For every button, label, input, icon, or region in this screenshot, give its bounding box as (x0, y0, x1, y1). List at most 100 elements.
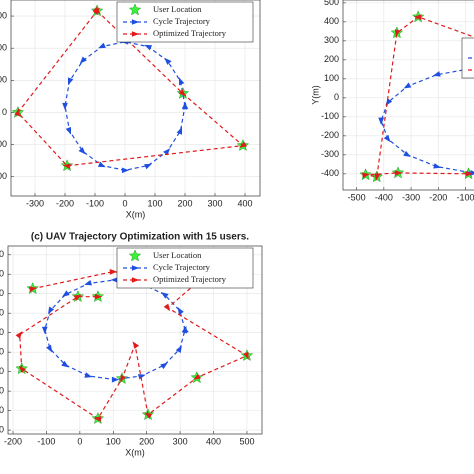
x-tick-label: 300 (173, 436, 188, 446)
x-tick-label: -500 (348, 192, 366, 202)
trajectory-marker (394, 170, 403, 176)
trajectory-marker (176, 126, 182, 135)
y-tick-label: 500 (324, 0, 339, 7)
trajectory-marker (68, 77, 74, 86)
plot-frame (7, 245, 263, 435)
y-tick-label: -200 (0, 171, 7, 181)
x-tick-label: 200 (139, 436, 154, 446)
trajectory-marker (65, 126, 71, 135)
y-tick-label: -400 (321, 168, 339, 178)
y-tick-label: -200 (0, 366, 4, 376)
x-tick-label: -200 (4, 436, 22, 446)
trajectory-marker (181, 101, 188, 110)
y-tick-label: 300 (0, 10, 7, 20)
trajectory-marker (362, 172, 370, 179)
trajectory-marker (243, 351, 249, 360)
trajectory-marker (121, 167, 130, 174)
y-tick-label: 300 (324, 35, 339, 45)
trajectory-marker (193, 373, 201, 380)
trajectory-marker (163, 303, 171, 312)
trajectory-marker (93, 7, 100, 16)
trajectory-marker (378, 117, 384, 125)
x-tick-label: -300 (402, 192, 420, 202)
trajectory-marker (79, 56, 87, 64)
y-tick-label: 100 (0, 75, 7, 85)
plot-frame (342, 0, 474, 191)
user-marker (128, 249, 142, 262)
x-tick-label: -300 (26, 198, 44, 208)
trajectory-marker (41, 326, 48, 334)
y-tick-label: 200 (0, 288, 4, 298)
trajectory-marker (144, 44, 153, 51)
y-tick-label: -300 (0, 386, 4, 396)
x-tick-label: -400 (375, 192, 393, 202)
plot-area (343, 0, 474, 190)
trajectory-marker (164, 57, 172, 65)
y-tick-label: 0 (0, 327, 4, 337)
trajectory-marker (403, 82, 412, 89)
y-tick-label: 0 (2, 107, 7, 117)
legend-label: Cycle Trajectory (153, 16, 211, 26)
x-tick-label: 100 (147, 198, 162, 208)
trajectory-marker (374, 173, 381, 181)
x-tick-label: 300 (207, 198, 222, 208)
user-marker (128, 3, 142, 16)
x-axis-label: X(m) (125, 447, 145, 457)
trajectory-marker (97, 161, 106, 168)
trajectory-marker (175, 345, 182, 353)
y-tick-label: -200 (321, 130, 339, 140)
trajectory-marker (131, 277, 140, 283)
trajectory-marker (18, 365, 26, 373)
trajectory-marker (84, 372, 93, 378)
x-tick-label: -200 (56, 198, 74, 208)
trajectory-marker (383, 134, 391, 143)
trajectory-marker (160, 362, 168, 370)
trajectory-marker (131, 265, 140, 271)
x-tick-label: -100 (37, 436, 55, 446)
trajectory-line (17, 10, 245, 167)
y-tick-label: 0 (334, 92, 339, 102)
x-tick-label: 500 (239, 436, 254, 446)
panel: -300 -200 -100 0 100 200 300 400 -200 -100 0 100 200… (0, 0, 261, 219)
y-tick-label: -500 (0, 424, 4, 434)
trajectory-marker (62, 290, 70, 297)
x-tick-label: -100 (457, 192, 474, 202)
panel-title: (c) UAV Trajectory Optimization with 15 … (31, 232, 249, 243)
trajectory-marker (98, 42, 106, 49)
y-tick-label: -400 (0, 405, 4, 415)
y-tick-label: -100 (321, 111, 339, 121)
x-tick-label: -100 (86, 198, 104, 208)
y-tick-label: 400 (0, 249, 4, 259)
y-tick-label: 400 (324, 16, 339, 26)
trajectory-marker (178, 89, 186, 97)
y-tick-label: 200 (324, 54, 339, 64)
legend-label: Optimized Trajectory (153, 274, 227, 284)
trajectory-marker (110, 277, 118, 283)
trajectory-marker (131, 31, 140, 37)
trajectory-marker (181, 325, 187, 334)
trajectory-marker (46, 344, 53, 353)
legend-label: Optimized Trajectory (153, 28, 227, 38)
trajectory-marker (239, 141, 247, 148)
trajectory-marker (131, 19, 140, 25)
x-tick-label: 100 (106, 436, 121, 446)
trajectory-marker (465, 171, 473, 177)
trajectory-marker (29, 286, 37, 293)
trajectory-line (64, 41, 186, 171)
trajectory-marker (109, 269, 118, 275)
trajectory-marker (111, 376, 120, 383)
legend-label: Cycle Trajectory (153, 262, 211, 272)
x-tick-label: -200 (429, 192, 447, 202)
trajectory-marker (414, 14, 422, 20)
trajectory-marker (144, 412, 153, 419)
panel: -200 -100 0 100 200 300 400 500 -500 -400 -300 -200… (0, 232, 263, 457)
trajectory-line (19, 271, 249, 420)
trajectory-marker (93, 416, 102, 422)
y-tick-label: -300 (321, 149, 339, 159)
trajectory-marker (394, 29, 401, 37)
y-tick-label: 100 (324, 73, 339, 83)
trajectory-marker (179, 77, 185, 86)
x-tick-label: 200 (177, 198, 192, 208)
legend-label: User Location (153, 4, 202, 14)
